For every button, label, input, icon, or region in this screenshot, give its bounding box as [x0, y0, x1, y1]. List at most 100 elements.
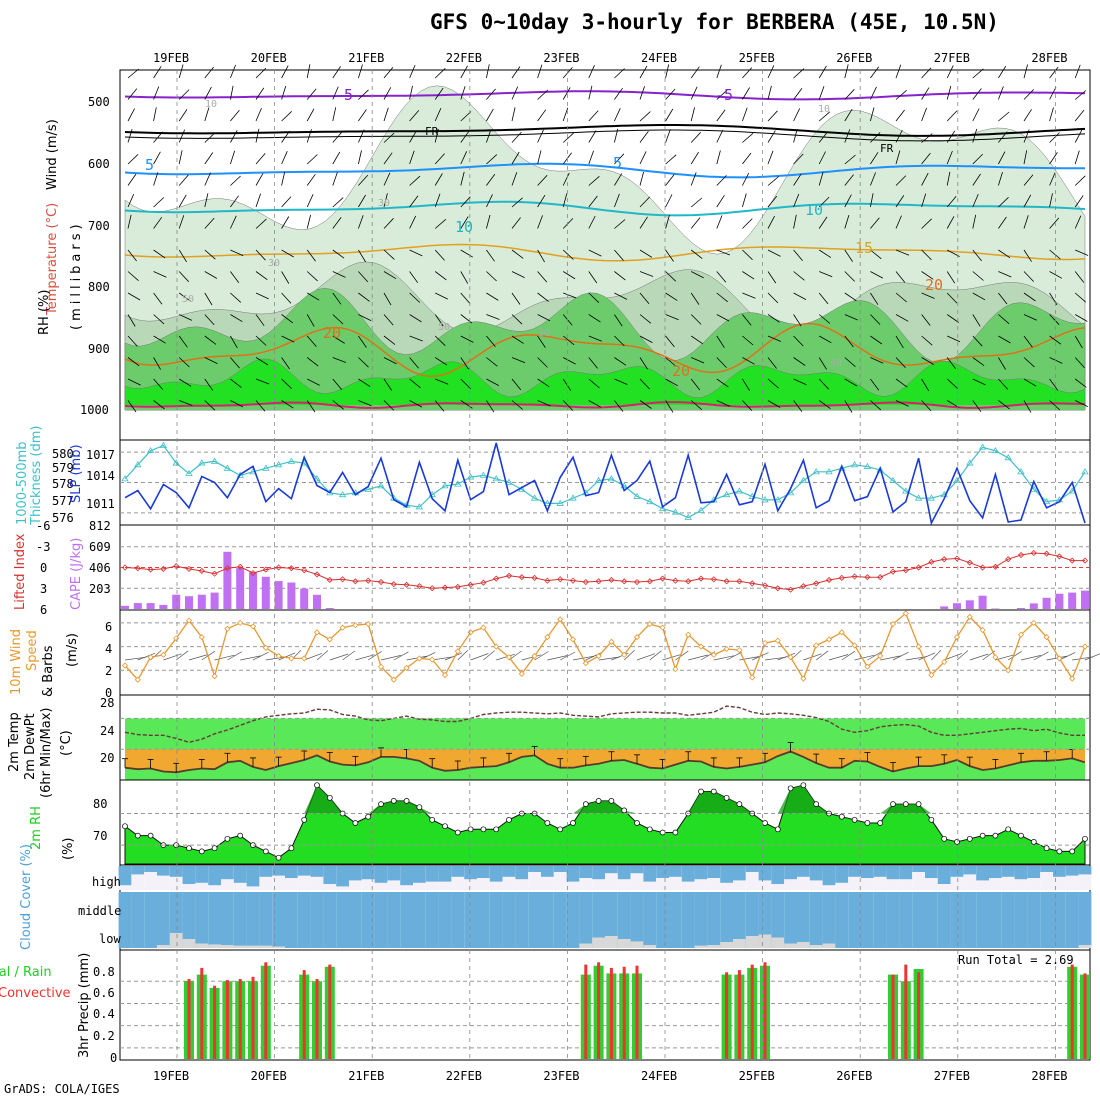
upper-wind-barb	[793, 214, 797, 229]
wind-speed-point	[224, 625, 231, 632]
cloud-low-bg	[681, 918, 695, 948]
upper-wind-barb	[690, 197, 703, 208]
upper-wind-barb	[690, 66, 700, 79]
upper-wind-barb	[870, 400, 882, 411]
rh2m-point	[672, 829, 679, 836]
cloud-low-bg	[669, 918, 682, 948]
lifted-index-point	[224, 565, 231, 572]
upper-wind-barb	[614, 271, 626, 281]
upper-wind-barb	[1049, 357, 1063, 364]
cloud-middle-bar	[707, 892, 721, 918]
upper-wind-barb	[383, 271, 397, 280]
cloud-middle-bar	[182, 892, 196, 918]
upper-wind-barb	[230, 400, 244, 408]
upper-wind-barb	[460, 65, 468, 79]
upper-wind-barb	[281, 357, 290, 370]
cloud-high-bar	[694, 866, 708, 880]
upper-wind-barb	[665, 64, 670, 79]
upper-wind-barb	[511, 249, 524, 259]
thickness-point	[1068, 487, 1076, 494]
upper-wind-barb	[921, 271, 934, 280]
upper-wind-barb	[435, 292, 448, 300]
upper-wind-barb	[639, 111, 651, 122]
rh2m-point	[992, 832, 999, 839]
upper-wind-barb	[614, 357, 627, 366]
upper-wind-barb	[793, 173, 802, 186]
upper-wind-barb	[178, 174, 189, 186]
upper-wind-barb	[665, 88, 676, 100]
cloud-high-bar	[861, 866, 874, 878]
lifted-index-point	[249, 569, 257, 577]
upper-wind-barb	[409, 150, 415, 165]
wind-barb	[432, 656, 454, 661]
upper-wind-barb	[178, 129, 186, 143]
rh2m-point	[493, 826, 500, 833]
lifted-index-point	[313, 571, 321, 578]
upper-wind-barb	[127, 154, 139, 165]
upper-wind-barb	[153, 66, 162, 79]
upper-wind-barb	[511, 131, 522, 143]
lifted-index-point	[685, 578, 692, 585]
upper-wind-barb	[793, 292, 807, 300]
upper-wind-barb	[178, 271, 189, 282]
upper-wind-barb	[562, 335, 575, 346]
wind-speed-point	[889, 620, 897, 628]
upper-wind-barb	[178, 357, 190, 368]
upper-wind-barb	[332, 400, 344, 410]
upper-wind-barb	[742, 107, 748, 122]
lifted-index-point	[1017, 551, 1025, 559]
date-label-bottom: 20FEB	[251, 1069, 287, 1083]
upper-wind-barb	[690, 172, 697, 186]
upper-wind-barb	[537, 194, 546, 208]
upper-wind-barb	[306, 400, 316, 413]
precip-convective-bar	[328, 964, 332, 1059]
thickness-point	[223, 464, 232, 471]
cloud-high-bar	[489, 866, 503, 882]
upper-wind-barb	[563, 357, 576, 365]
contour-label-20: 20	[672, 362, 690, 380]
upper-wind-barb	[1023, 292, 1036, 302]
rh2m-point	[122, 823, 128, 830]
wind-speed-point	[685, 631, 692, 638]
cloud-low-bar	[233, 945, 247, 948]
lifted-index-point	[467, 581, 474, 588]
upper-wind-barb	[409, 271, 419, 284]
cloud-high-bar	[259, 866, 273, 877]
cloud-high-bar	[515, 866, 529, 880]
upper-wind-barb	[588, 150, 594, 165]
wind-speed-point	[749, 674, 756, 681]
rh2m-point	[595, 798, 602, 804]
upper-wind-barb	[818, 378, 829, 390]
upper-wind-barb	[895, 249, 910, 256]
wind-speed-line	[120, 610, 1100, 683]
date-label-top: 22FEB	[446, 51, 482, 65]
wind-barb	[227, 651, 242, 661]
upper-wind-barb	[306, 335, 317, 347]
rh2m-point	[813, 801, 820, 807]
upper-wind-barb	[895, 109, 905, 122]
precip-convective-bar	[238, 979, 242, 1059]
wind-speed-point	[467, 629, 474, 636]
upper-wind-barb	[281, 314, 294, 324]
upper-wind-barb	[818, 86, 825, 100]
rh2m-point	[838, 813, 845, 820]
rh2m-point	[710, 788, 717, 795]
wind-speed-point	[390, 676, 397, 683]
upper-wind-barb	[204, 292, 213, 306]
thickness-point	[121, 475, 129, 482]
upper-wind-barb	[281, 378, 292, 389]
upper-wind-barb	[255, 400, 266, 412]
upper-wind-barb	[511, 357, 526, 364]
temp-area	[125, 749, 1085, 773]
thickness-point	[1017, 468, 1025, 475]
upper-wind-barb	[921, 87, 930, 100]
upper-wind-barb	[306, 271, 318, 282]
cloud-low-bg	[144, 918, 157, 948]
upper-wind-barb	[127, 400, 137, 413]
wind-speed-point	[1005, 667, 1012, 674]
cloud-low-bg	[809, 918, 823, 948]
upper-wind-barb	[972, 271, 984, 281]
upper-wind-barb	[178, 378, 192, 387]
wind-barb	[368, 651, 382, 661]
upper-wind-barb	[1074, 109, 1085, 122]
